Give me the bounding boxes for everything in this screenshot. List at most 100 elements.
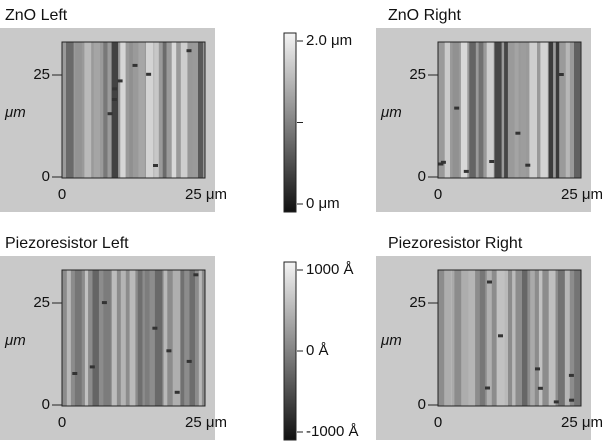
- stripe: [198, 270, 202, 406]
- colorbar-label: 2.0 μm: [306, 32, 352, 49]
- stripe: [74, 270, 82, 406]
- stripe: [574, 270, 581, 406]
- y-tick-label: 0: [418, 396, 426, 413]
- x-tick-label: 0: [434, 414, 442, 431]
- speck: [174, 390, 180, 394]
- y-tick-label: 0: [42, 168, 50, 185]
- speck: [166, 349, 172, 353]
- x-tick-label: 25 μm: [185, 414, 227, 431]
- stripe: [538, 270, 543, 406]
- stripe: [555, 42, 560, 178]
- stripe: [129, 42, 133, 178]
- stripe: [172, 270, 181, 406]
- panel-title: Piezoresistor Right: [388, 235, 523, 252]
- stripe: [198, 42, 204, 178]
- stripe: [137, 270, 143, 406]
- stripe: [478, 42, 484, 178]
- speck: [89, 365, 95, 369]
- speck: [454, 106, 460, 110]
- speck: [132, 63, 138, 67]
- speck: [107, 112, 113, 116]
- speck: [186, 49, 192, 53]
- colorbar-label: 0 Å: [306, 342, 329, 359]
- colorbar-label: 0 μm: [306, 195, 340, 212]
- stripe: [522, 270, 528, 406]
- panel-title: ZnO Left: [5, 7, 68, 24]
- stripe: [514, 42, 519, 178]
- stripe: [486, 42, 494, 178]
- image-border: [437, 41, 582, 179]
- stripe: [565, 42, 570, 178]
- stripe: [171, 42, 177, 178]
- y-tick-label: 0: [42, 396, 50, 413]
- stripe: [444, 42, 450, 178]
- stripe: [144, 270, 150, 406]
- speck: [146, 72, 152, 76]
- stripe: [75, 42, 82, 178]
- x-tick-label: 0: [58, 414, 66, 431]
- stripe: [129, 270, 136, 406]
- panel-title: Piezoresistor Left: [5, 235, 129, 252]
- speck: [515, 131, 521, 135]
- speck: [525, 163, 531, 167]
- stripe: [452, 42, 459, 178]
- stripe: [450, 270, 455, 406]
- stripe: [512, 270, 516, 406]
- speck: [569, 398, 575, 402]
- stripe: [180, 270, 185, 406]
- speck: [111, 98, 117, 101]
- stripe: [469, 42, 476, 178]
- colorbar: [283, 32, 297, 213]
- y-tick-label: 0: [418, 168, 426, 185]
- colorbar: [283, 261, 297, 441]
- stripe: [188, 42, 193, 178]
- speck: [535, 367, 540, 371]
- stripe: [564, 270, 570, 406]
- stripe: [146, 42, 154, 178]
- stripe: [479, 270, 485, 406]
- x-tick-label: 0: [58, 186, 66, 203]
- stripe: [461, 270, 469, 406]
- stripe: [162, 42, 167, 178]
- speck: [153, 164, 158, 167]
- stripe: [111, 270, 117, 406]
- stripe: [444, 270, 452, 406]
- stripe: [93, 42, 101, 178]
- image-border: [61, 41, 206, 179]
- stripe: [120, 42, 126, 178]
- speck: [438, 162, 444, 166]
- speck: [193, 273, 199, 277]
- stripe: [163, 270, 168, 406]
- speck: [487, 280, 492, 284]
- stripe: [189, 270, 195, 406]
- stripe: [84, 42, 92, 178]
- speck: [152, 326, 158, 330]
- y-axis-unit: μm: [4, 332, 26, 349]
- speck: [112, 87, 118, 91]
- stripe: [111, 42, 119, 178]
- stripe: [548, 42, 554, 178]
- speck: [72, 372, 78, 375]
- stripe: [138, 42, 145, 178]
- stripe: [180, 42, 188, 178]
- stripe: [92, 270, 99, 406]
- stripe: [103, 42, 108, 178]
- speck: [117, 79, 123, 83]
- speck: [463, 169, 469, 173]
- stripe: [468, 270, 476, 406]
- y-tick-label: 25: [33, 66, 50, 83]
- speck: [498, 334, 503, 338]
- panel: ZnO Left 25 0 μm 0 25 μm: [0, 7, 227, 212]
- stripe: [548, 270, 556, 406]
- stripe: [574, 42, 581, 178]
- speck: [553, 400, 559, 404]
- stripe: [154, 270, 163, 406]
- stripe: [540, 42, 548, 178]
- speck: [568, 373, 574, 377]
- panel: ZnO Right 25 0 μm 0 25 μm: [376, 7, 603, 212]
- stripe: [504, 270, 508, 406]
- stripe: [154, 42, 159, 178]
- colorbar-label: 1000 Å: [306, 261, 354, 278]
- y-axis-unit: μm: [380, 332, 402, 349]
